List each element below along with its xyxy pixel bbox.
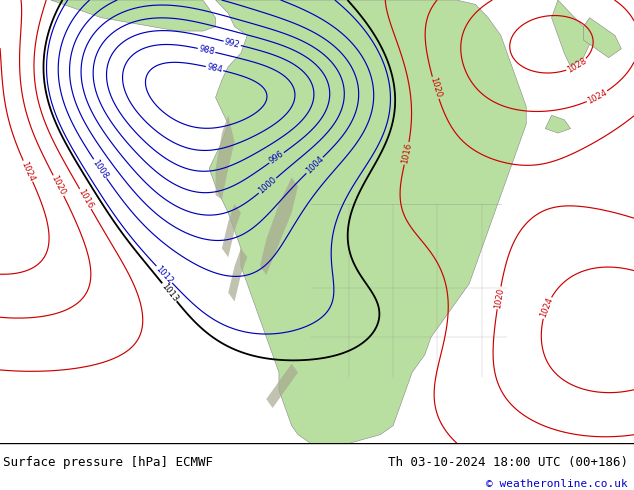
Text: 1013: 1013: [159, 281, 179, 303]
Text: 984: 984: [206, 62, 223, 75]
Polygon shape: [545, 115, 571, 133]
Polygon shape: [552, 0, 590, 67]
Polygon shape: [209, 0, 526, 443]
Polygon shape: [228, 248, 247, 301]
Text: 1016: 1016: [76, 188, 94, 210]
Text: 1012: 1012: [154, 264, 175, 285]
Polygon shape: [222, 204, 241, 257]
Text: 1024: 1024: [586, 88, 609, 105]
Text: 1000: 1000: [257, 175, 278, 196]
Text: 1024: 1024: [20, 160, 36, 183]
Polygon shape: [260, 177, 298, 275]
Polygon shape: [51, 0, 216, 31]
Text: 992: 992: [223, 37, 241, 49]
Text: 1028: 1028: [566, 56, 588, 75]
Text: Th 03-10-2024 18:00 UTC (00+186): Th 03-10-2024 18:00 UTC (00+186): [387, 457, 628, 469]
Text: 1020: 1020: [49, 174, 67, 197]
Text: 1016: 1016: [400, 142, 413, 165]
Text: 1020: 1020: [493, 287, 505, 309]
Polygon shape: [266, 364, 298, 408]
Text: 1020: 1020: [428, 76, 443, 99]
Polygon shape: [216, 115, 235, 199]
Text: 1024: 1024: [539, 296, 555, 319]
Text: 996: 996: [268, 149, 286, 166]
Text: © weatheronline.co.uk: © weatheronline.co.uk: [486, 479, 628, 489]
Polygon shape: [583, 18, 621, 58]
Text: 1008: 1008: [91, 158, 110, 180]
Text: Surface pressure [hPa] ECMWF: Surface pressure [hPa] ECMWF: [3, 457, 213, 469]
Text: 988: 988: [198, 44, 216, 56]
Text: 1004: 1004: [304, 155, 325, 176]
